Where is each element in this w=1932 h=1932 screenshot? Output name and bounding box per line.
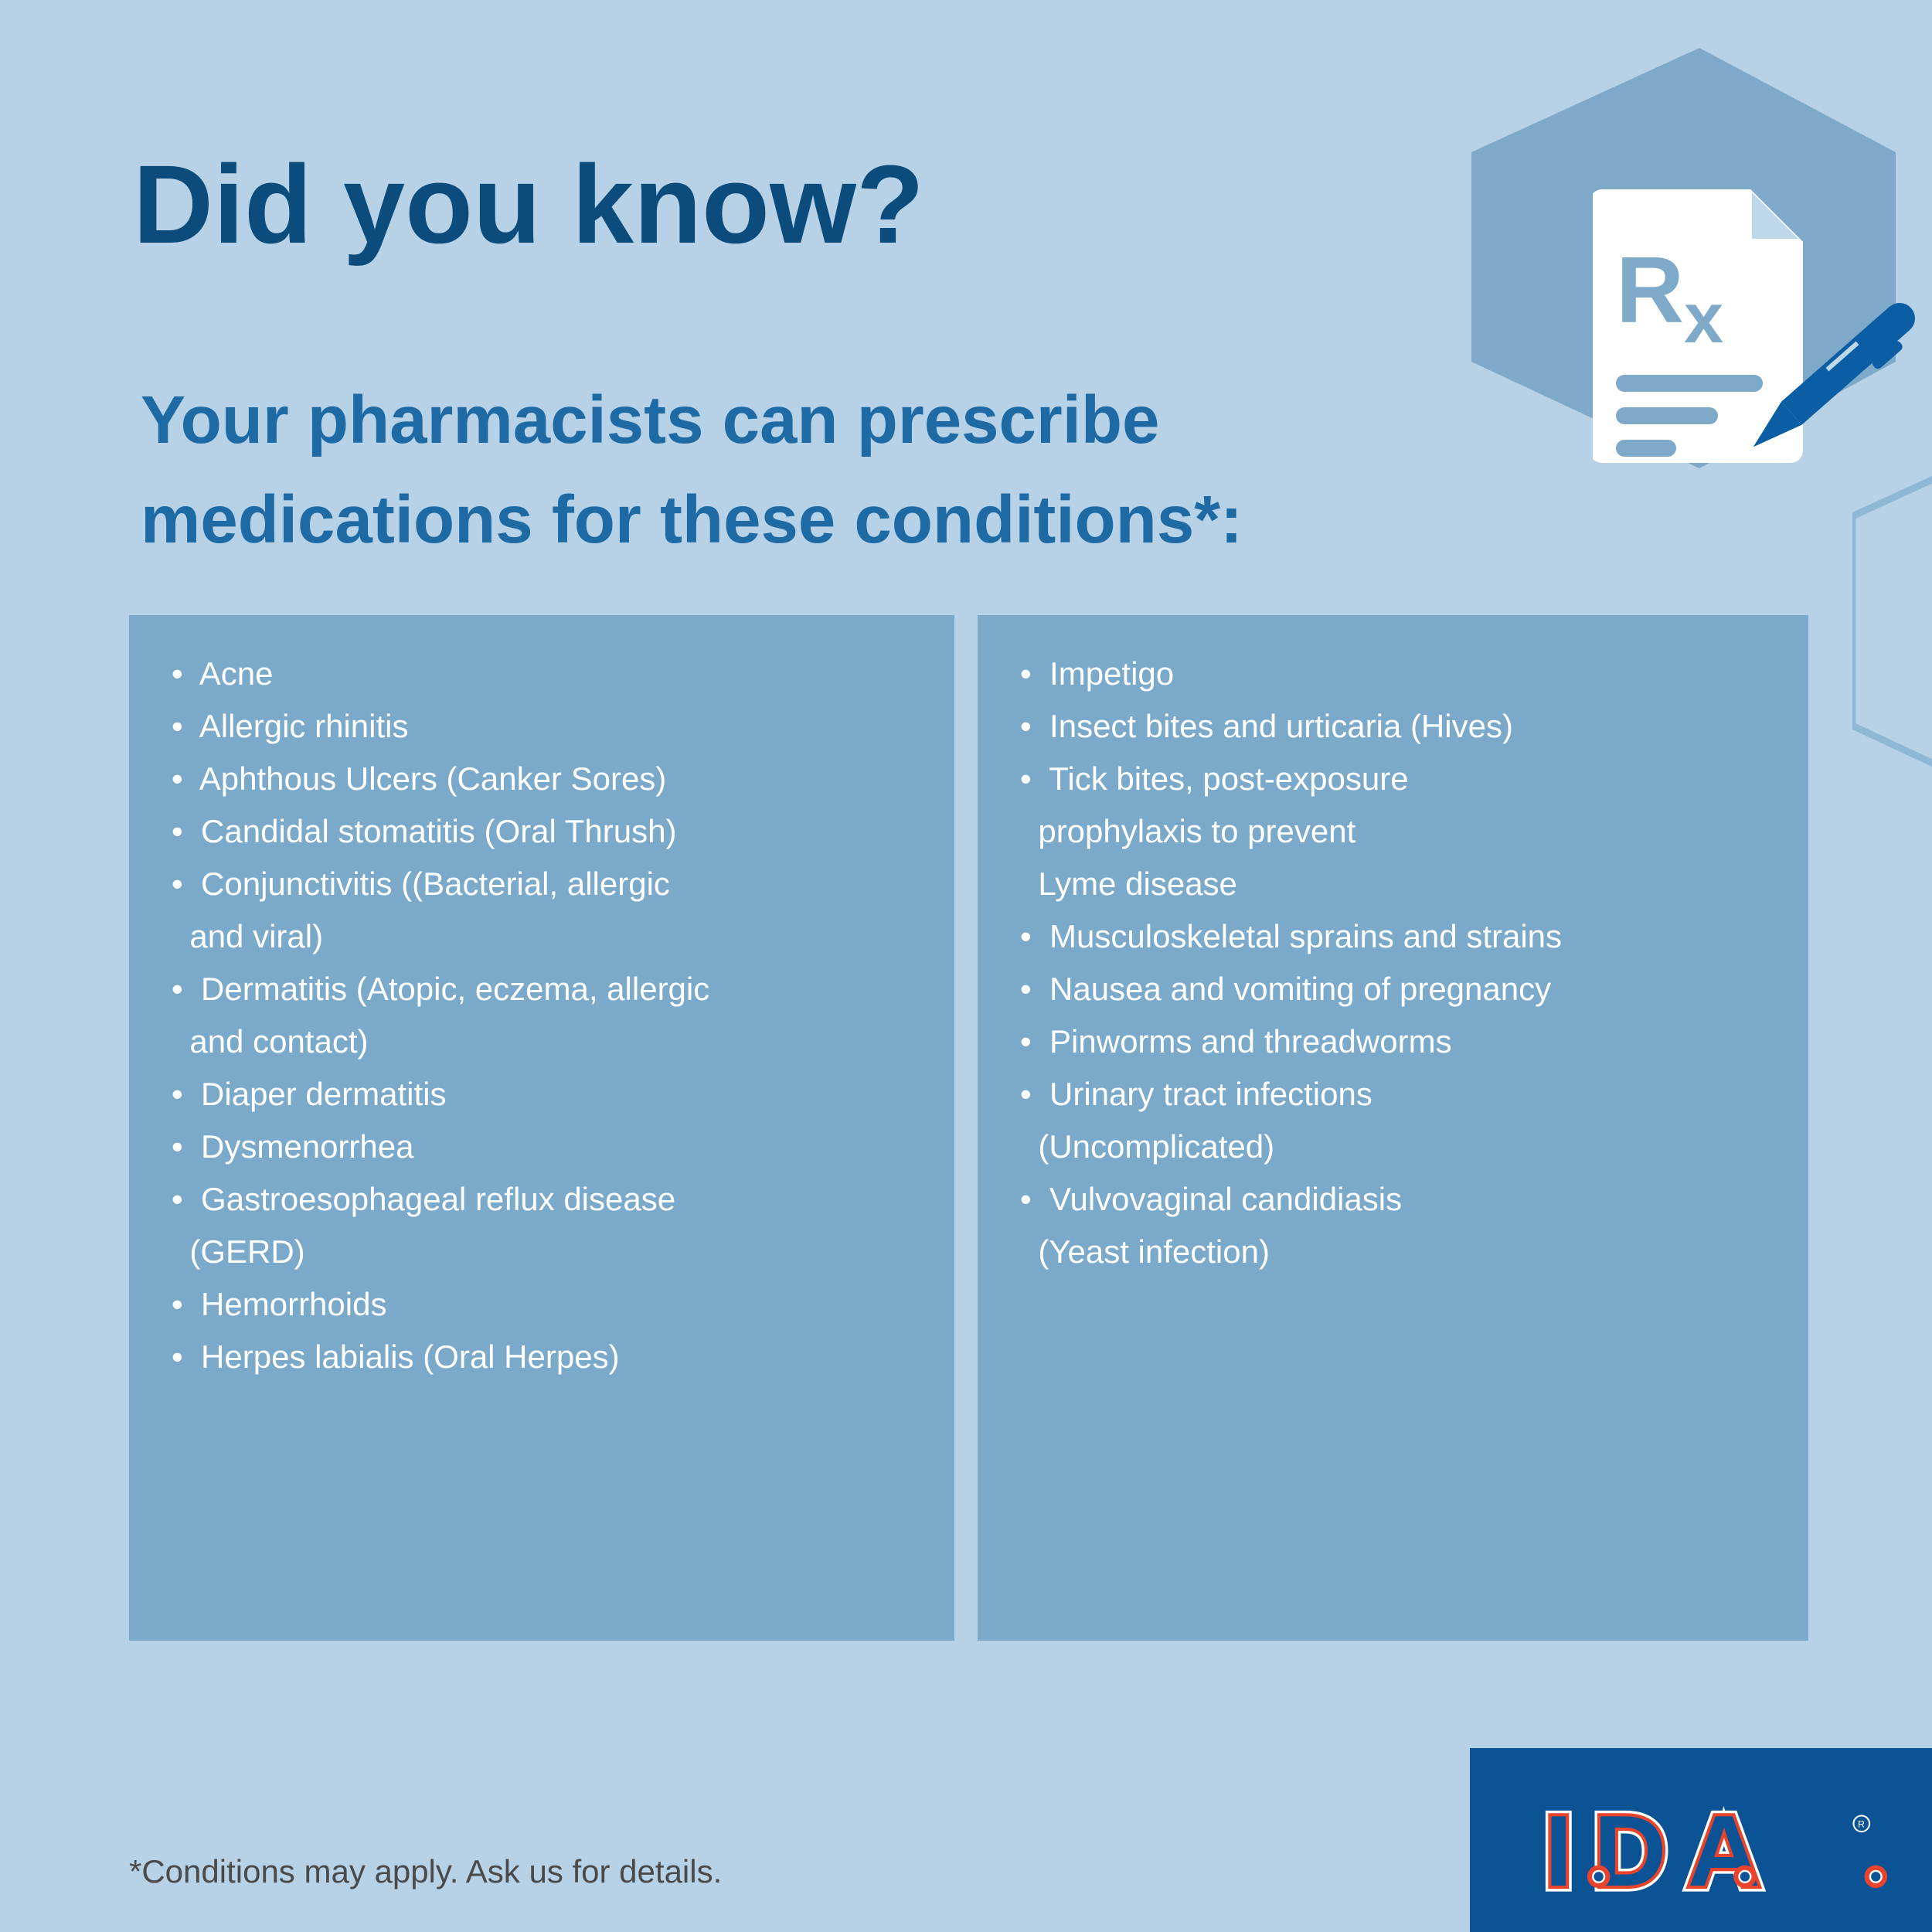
- svg-text:IDA: IDA: [1545, 1794, 1782, 1907]
- svg-text:x: x: [1684, 279, 1723, 358]
- svg-text:R: R: [1858, 1819, 1865, 1830]
- svg-text:R: R: [1616, 237, 1684, 342]
